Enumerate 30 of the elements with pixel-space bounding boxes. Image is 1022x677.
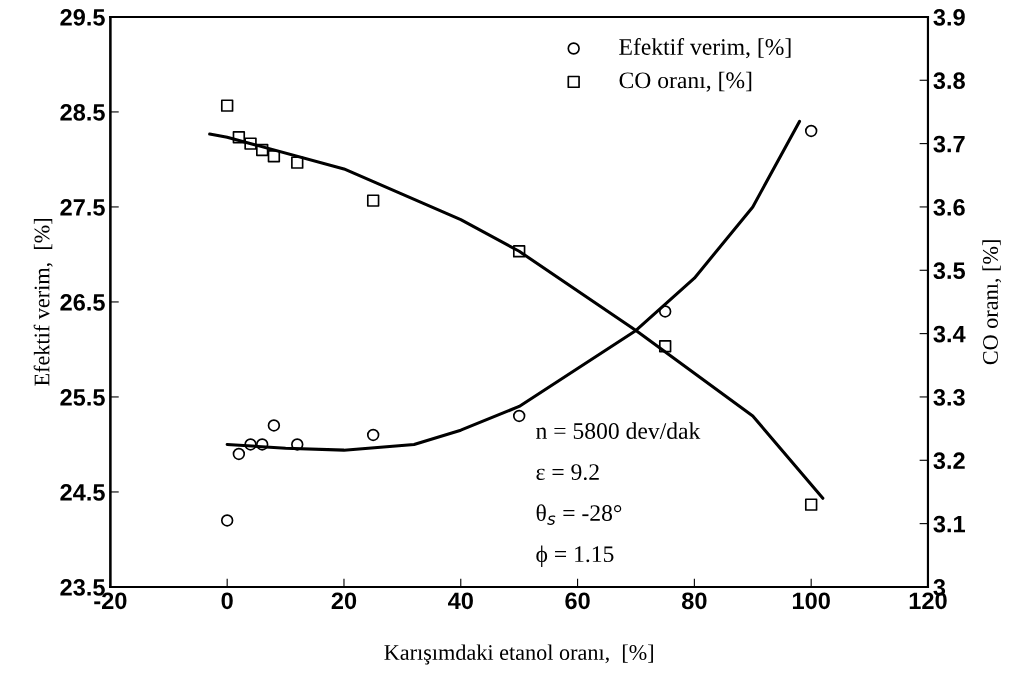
y-axis-title: Efektif verim, [%] — [33, 219, 53, 386]
x-tick-label: 60 — [565, 592, 590, 610]
legend-label: CO oranı, [%] — [619, 71, 752, 92]
x-tick-label: 0 — [221, 592, 233, 610]
annotation: ϕ = 1.15 — [536, 545, 614, 567]
y2-tick-label: 3.2 — [933, 452, 965, 470]
x-axis-title: Karışımdaki etanol oranı, [%] — [384, 644, 653, 665]
y2-tick-label: 3.9 — [933, 8, 965, 26]
legend-label: Efektif verim, [%] — [619, 38, 791, 59]
x-tick-label: 20 — [331, 592, 357, 610]
annotation: θ$_{s}$ = -28° — [536, 504, 622, 525]
y-tick-label: 24.5 — [60, 484, 105, 501]
annotation: n = 5800 dev/dak — [536, 422, 701, 439]
y2-tick-label: 3.6 — [933, 199, 965, 216]
y2-tick-label: 3.5 — [933, 262, 965, 280]
y2-tick-label: 3.7 — [933, 135, 965, 153]
y-tick-label: 29.5 — [60, 8, 105, 26]
y2-tick-label: 3.3 — [933, 389, 965, 406]
y-tick-label: 28.5 — [60, 104, 105, 121]
y2-tick-label: 3.8 — [933, 72, 965, 90]
y-tick-label: 27.5 — [60, 199, 105, 216]
y2-tick-label: 3.4 — [933, 325, 966, 343]
annotation: ε = 9.2 — [536, 464, 599, 481]
x-tick-label: 40 — [448, 592, 473, 610]
y-tick-label: 26.5 — [60, 294, 105, 311]
y-tick-label: 25.5 — [60, 389, 105, 406]
y2-tick-label: 3.1 — [933, 515, 965, 533]
x-tick-label: 80 — [681, 592, 707, 610]
y2-axis-title: CO oranı, [%] — [982, 240, 1002, 365]
x-tick-label: 100 — [792, 592, 830, 610]
